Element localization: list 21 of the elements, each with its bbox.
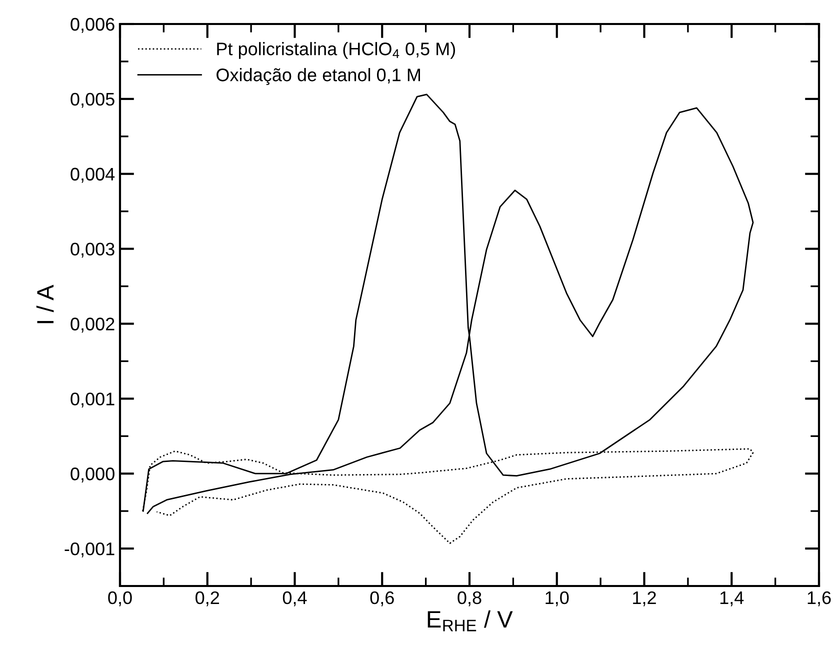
x-tick-label: 0,2: [196, 591, 220, 606]
legend-label: Oxidação de etanol 0,1 M: [216, 68, 420, 85]
x-tick-label: 0,8: [458, 591, 482, 606]
x-tick-label: 0,0: [108, 591, 132, 606]
x-tick-label: 0,6: [370, 591, 394, 606]
y-tick-label: 0,005: [70, 92, 114, 108]
x-tick-label: 1,2: [633, 591, 656, 606]
x-tick-label: 1,4: [720, 592, 744, 606]
y-tick-label: 0,003: [70, 242, 114, 258]
y-tick-label: 0,006: [70, 18, 114, 33]
y-axis-title: I / A: [36, 284, 54, 324]
x-tick-label: 1,0: [546, 591, 569, 606]
y-tick-label: -0,001: [64, 542, 114, 558]
y-tick-label: 0,001: [70, 392, 114, 408]
x-axis-title: E$_{RHE}$ / V: [428, 610, 513, 632]
y-tick-label: 0,000: [70, 468, 114, 482]
x-tick-label: 1,6: [808, 591, 831, 606]
legend-label: Pt policristalina (HClO$_{4}$ 0,5 M): [217, 42, 456, 59]
y-tick-label: 0,002: [70, 318, 114, 333]
y-tick-label: 0,004: [70, 168, 115, 183]
x-tick-label: 0,4: [282, 591, 307, 606]
